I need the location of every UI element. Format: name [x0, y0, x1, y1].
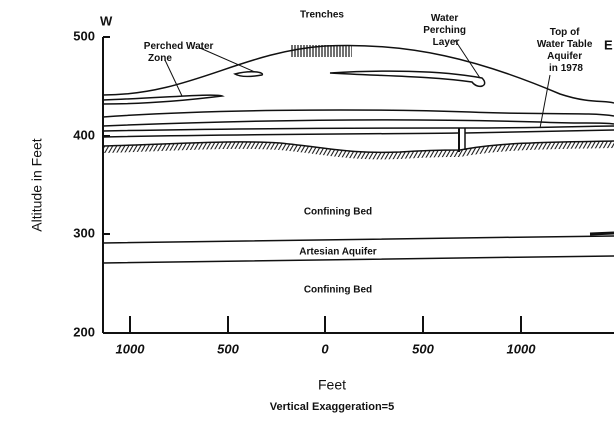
y-tick-label: 200 — [73, 324, 95, 339]
layer-label: Confining Bed — [304, 207, 372, 218]
label-line: Perching — [423, 25, 466, 36]
y-tick-label: 500 — [73, 28, 95, 43]
label-line: in 1978 — [549, 63, 583, 74]
water-perching-layer-label: Water Perching Layer — [423, 13, 469, 48]
trenches-label: Trenches — [300, 10, 344, 21]
cross-section: Altitude in Feet 500 400 300 200 1000 50… — [0, 0, 614, 423]
x-tick-label: 500 — [412, 341, 434, 356]
label-line: Perched Water — [144, 41, 214, 52]
y-axis-label: Altitude in Feet — [29, 138, 45, 231]
label-line: Water Table — [537, 39, 593, 50]
perched-water-zone-label: Perched Water Zone — [144, 41, 216, 64]
geology — [103, 40, 614, 263]
x-tick-label: 1000 — [507, 341, 537, 356]
x-axis-label: Feet — [318, 377, 346, 393]
label-line: Zone — [148, 53, 172, 64]
west-label: W — [100, 13, 113, 28]
x-tick-label: 1000 — [116, 341, 146, 356]
y-tick-label: 400 — [73, 127, 95, 142]
label-line: Water — [431, 13, 459, 24]
x-tick-label: 0 — [321, 341, 329, 356]
layer-label: Artesian Aquifer — [299, 247, 377, 258]
label-line: Top of — [550, 27, 580, 38]
x-tick-label: 500 — [217, 341, 239, 356]
water-table-label: Top of Water Table Aquifer in 1978 — [537, 27, 595, 74]
label-line: Layer — [433, 37, 460, 48]
label-line: Aquifer — [547, 51, 582, 62]
layer-label: Confining Bed — [304, 285, 372, 296]
east-label: E — [604, 37, 613, 52]
x-axis-note: Vertical Exaggeration=5 — [270, 401, 394, 413]
y-tick-label: 300 — [73, 225, 95, 240]
